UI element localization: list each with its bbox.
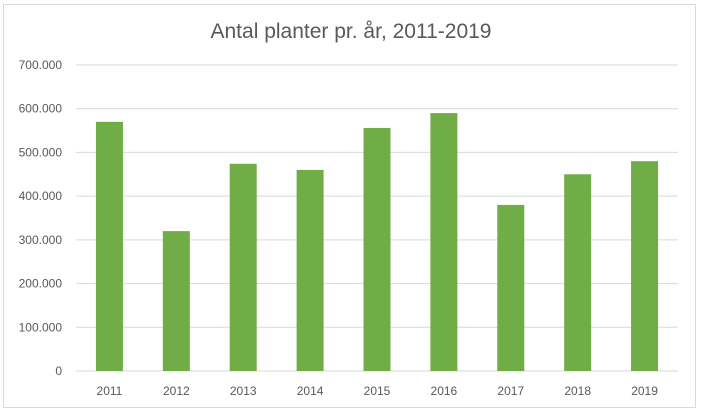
- bar-2018: [564, 174, 592, 371]
- y-tick-label: 600.000: [19, 102, 63, 116]
- y-tick-label: 700.000: [19, 58, 63, 72]
- y-tick-label: 500.000: [19, 145, 63, 159]
- x-tick-label: 2012: [163, 384, 190, 398]
- bar-2014: [296, 169, 324, 371]
- y-tick-label: 200.000: [19, 277, 63, 291]
- x-tick-label: 2014: [297, 384, 324, 398]
- bars: [95, 113, 659, 371]
- bar-2016: [430, 113, 458, 371]
- y-axis-tick-labels: 0 100.000 200.000 300.000 400.000 500.000 600.…: [19, 58, 63, 378]
- bar-2015: [363, 127, 391, 371]
- x-tick-label: 2011: [97, 384, 123, 398]
- bar-2011: [95, 121, 123, 371]
- bar-2012: [162, 231, 190, 371]
- x-tick-label: 2016: [431, 384, 458, 398]
- x-tick-label: 2017: [497, 384, 524, 398]
- x-tick-label: 2018: [564, 384, 591, 398]
- x-tick-label: 2019: [631, 384, 658, 398]
- chart-title: Antal planter pr. år, 2011-2019: [210, 20, 492, 43]
- y-tick-label: 300.000: [19, 233, 63, 247]
- bar-2017: [497, 204, 525, 371]
- y-tick-label: 0: [55, 364, 62, 378]
- bar-2019: [631, 161, 659, 371]
- y-tick-label: 400.000: [19, 189, 63, 203]
- y-tick-label: 100.000: [19, 320, 63, 334]
- x-tick-label: 2013: [230, 384, 257, 398]
- x-axis-tick-labels: 2011 2012 2013 2014 2015 2016 2017 2018 2019: [97, 384, 659, 398]
- x-tick-label: 2015: [364, 384, 391, 398]
- bar-2013: [229, 163, 257, 371]
